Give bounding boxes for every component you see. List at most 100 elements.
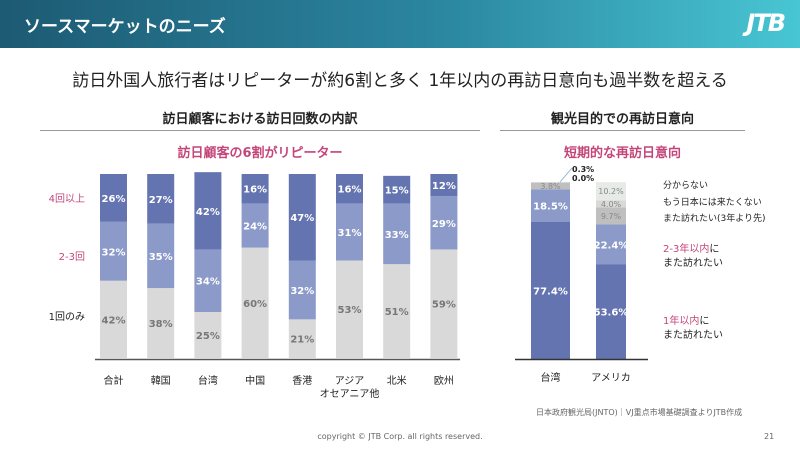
left-subtitle: 訪日顧客の6割がリピーター (177, 146, 343, 161)
data-label: 51% (385, 307, 409, 318)
bar-segment (531, 182, 570, 190)
x-tick-label: アジア (335, 376, 365, 387)
legend-text: また訪れたい (663, 330, 723, 341)
bar-segment (288, 260, 316, 320)
legend-label: 4回以上 (49, 193, 85, 205)
bar-segment (288, 174, 316, 261)
legend-label: 2-3回 (59, 251, 85, 263)
legend-later: また訪れたい(3年より先) (663, 214, 766, 224)
data-label: 3.8% (540, 182, 561, 191)
data-label: 0.0% (572, 174, 594, 183)
bar-segment (336, 203, 363, 261)
legend-never: もう日本には来たくない (663, 198, 762, 208)
bar-segment (596, 264, 626, 359)
legend-text: に (699, 316, 710, 327)
x-tick-label: 台湾 (541, 371, 561, 384)
legend-2-3-years: 2-3年以内にまた訪れたい (663, 243, 723, 271)
data-label: 60% (243, 299, 267, 310)
data-label: 4.0% (601, 200, 622, 209)
data-label: 26% (102, 194, 126, 205)
x-tick-label: 欧州 (434, 375, 454, 387)
legend-text: また訪れたい (663, 258, 723, 269)
data-label: 25% (196, 331, 220, 342)
source-note: 日本政府観光局(JNTO)｜VJ重点市場基礎調査よりJTB作成 (536, 408, 743, 417)
bar-segment (430, 196, 458, 250)
bar-segment (336, 174, 363, 204)
data-label: 15% (385, 186, 409, 197)
data-label: 24% (243, 222, 267, 233)
bar-segment (241, 203, 269, 248)
data-label: 16% (338, 185, 362, 196)
x-tick-label: アメリカ (591, 372, 631, 384)
legend-unknown: 分からない (663, 181, 709, 191)
bar-segment (288, 319, 316, 358)
header-bar: ソースマーケットのニーズ JTB (0, 0, 800, 48)
data-label: 53% (338, 305, 362, 316)
bar-segment (194, 312, 222, 358)
data-label: 59% (432, 300, 456, 311)
bar-segment (430, 249, 458, 358)
bar-segment (596, 182, 626, 201)
bar-segment (336, 260, 363, 358)
x-tick-label: 香港 (292, 375, 312, 387)
bar-segment (194, 172, 222, 250)
main-title: 訪日外国人旅行者はリピーターが約6割と多く 1年以内の再訪日意向も過半数を超える (72, 71, 728, 91)
data-label: 29% (432, 219, 456, 230)
copyright: copyright © JTB Corp. all rights reserve… (317, 432, 483, 441)
jtb-logo: JTB (746, 9, 786, 37)
divider (500, 130, 745, 131)
data-label: 31% (338, 228, 362, 239)
legend-1-year: 1年以内にまた訪れたい (663, 315, 723, 343)
data-label: 47% (290, 213, 314, 224)
bar-segment (147, 174, 175, 224)
x-tick-label: 北米 (387, 374, 407, 387)
data-label: 16% (243, 185, 267, 196)
bar-segment (383, 175, 411, 204)
right-section-title: 観光目的での再訪日意向 (550, 112, 694, 127)
right-subtitle: 短期的な再訪日意向 (563, 146, 681, 161)
bar-segment (147, 223, 175, 289)
data-label: 42% (102, 315, 126, 326)
bar-segment (241, 174, 269, 204)
page-number: 21 (764, 432, 775, 441)
legend-2-3-years-highlight: 2-3年以内 (663, 244, 710, 255)
legend-label: 1回のみ (49, 311, 85, 323)
bar-segment (596, 224, 626, 265)
bar-segment (383, 264, 411, 358)
divider (40, 130, 480, 131)
data-label: 33% (385, 230, 409, 241)
x-tick-label: 合計 (104, 374, 124, 387)
legend-text: に (709, 244, 720, 255)
data-label: 27% (149, 195, 173, 206)
data-label: 38% (149, 319, 173, 330)
data-label: 77.4% (533, 287, 568, 298)
bar-segment (531, 222, 570, 359)
left-section-title: 訪日顧客における訪日回数の内訳 (162, 112, 358, 127)
x-tick-label: 韓国 (151, 375, 171, 387)
data-label: 53.6% (594, 308, 629, 319)
data-label: 12% (432, 181, 456, 192)
bar-segment (241, 247, 269, 358)
data-label: 42% (196, 207, 220, 218)
data-label: 10.2% (598, 187, 624, 196)
data-label: 18.5% (533, 202, 568, 213)
x-tick-label: 中国 (245, 374, 265, 387)
bar-segment (100, 174, 127, 222)
header-title: ソースマーケットのニーズ (24, 17, 226, 37)
data-label: 35% (149, 252, 173, 263)
data-label: 34% (196, 277, 220, 288)
bar-segment (194, 249, 222, 312)
leader-line (559, 167, 573, 183)
data-label: 32% (102, 247, 126, 258)
data-label: 21% (290, 335, 314, 346)
legend-1-year-highlight: 1年以内 (663, 316, 700, 327)
x-tick-label: オセアニア他 (320, 387, 380, 400)
bar-segment (100, 221, 127, 281)
bar-segment (531, 182, 570, 183)
bar-segment (383, 203, 411, 265)
bar-segment (430, 174, 458, 197)
data-label: 22.4% (594, 240, 629, 251)
bar-segment (596, 200, 626, 208)
bar-segment (147, 288, 175, 358)
